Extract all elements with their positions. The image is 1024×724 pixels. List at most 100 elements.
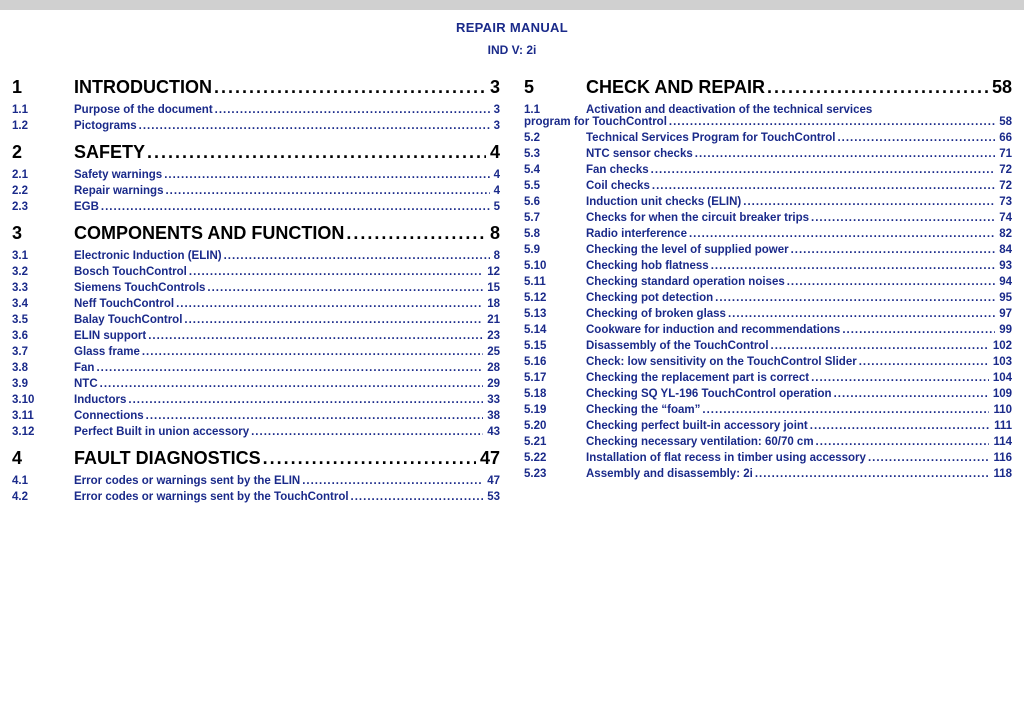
sub-number: 5.6 (524, 196, 586, 208)
sub-page: 94 (997, 276, 1012, 288)
toc-subsection: 3.5Balay TouchControl21 (12, 314, 500, 326)
leader-dots (816, 436, 990, 448)
sub-number: 3.7 (12, 346, 74, 358)
leader-dots (791, 244, 996, 256)
sub-number: 3.3 (12, 282, 74, 294)
sub-number: 5.19 (524, 404, 586, 416)
leader-dots (859, 356, 989, 368)
sub-number: 5.13 (524, 308, 586, 320)
sub-page: 5 (492, 201, 500, 213)
toc-subsection: 3.8Fan28 (12, 362, 500, 374)
sub-number: 3.1 (12, 250, 74, 262)
toc-subsection: 3.6ELIN support23 (12, 330, 500, 342)
leader-dots (711, 260, 996, 272)
toc-subsection: 3.4Neff TouchControl18 (12, 298, 500, 310)
sub-page: 3 (492, 104, 500, 116)
sub-page: 38 (485, 410, 500, 422)
sub-number: 5.7 (524, 212, 586, 224)
toc-subsection: 2.1Safety warnings4 (12, 169, 500, 181)
toc-subsection: 3.1Electronic Induction (ELIN) 8 (12, 250, 500, 262)
toc-section: 4FAULT DIAGNOSTICS47 (12, 448, 500, 469)
sub-number: 2.1 (12, 169, 74, 181)
sub-title: Connections (74, 410, 144, 422)
sub-number: 5.10 (524, 260, 586, 272)
sub-page: 104 (991, 372, 1012, 384)
leader-dots (148, 330, 483, 342)
toc-subsection: 5.14Cookware for induction and recommend… (524, 324, 1012, 336)
leader-dots (346, 223, 486, 244)
sub-title: Perfect Built in union accessory (74, 426, 249, 438)
leader-dots (139, 120, 490, 132)
leader-dots (302, 475, 483, 487)
top-bar (0, 0, 1024, 10)
sub-page: 71 (997, 148, 1012, 160)
leader-dots (715, 292, 995, 304)
sub-number: 5.12 (524, 292, 586, 304)
leader-dots (767, 77, 988, 98)
toc-subsection: 5.2Technical Services Program for TouchC… (524, 132, 1012, 144)
toc-section: 1INTRODUCTION3 (12, 77, 500, 98)
sub-page: 18 (485, 298, 500, 310)
leader-dots (810, 420, 990, 432)
toc-left-column: 1INTRODUCTION31.1Purpose of the document… (12, 67, 500, 507)
toc-subsection: 3.10Inductors33 (12, 394, 500, 406)
sub-number: 1.1 (524, 104, 586, 116)
leader-dots (165, 185, 489, 197)
section-page: 47 (478, 448, 500, 469)
sub-page: 8 (492, 250, 500, 262)
sub-number: 1.2 (12, 120, 74, 132)
sub-title: Checking perfect built-in accessory join… (586, 420, 808, 432)
sub-page: 103 (991, 356, 1012, 368)
toc-subsection: 5.12Checking pot detection95 (524, 292, 1012, 304)
sub-title: Technical Services Program for TouchCont… (586, 132, 835, 144)
sub-page: 47 (485, 475, 500, 487)
toc-subsection: 3.3Siemens TouchControls15 (12, 282, 500, 294)
toc-subsection: 4.1Error codes or warnings sent by the E… (12, 475, 500, 487)
toc-subsection: 2.3EGB5 (12, 201, 500, 213)
sub-number: 5.11 (524, 276, 586, 288)
section-title: INTRODUCTION (74, 77, 212, 98)
sub-title: Bosch TouchControl (74, 266, 187, 278)
sub-page: 102 (991, 340, 1012, 352)
toc-subsection: 5.7Checks for when the circuit breaker t… (524, 212, 1012, 224)
toc-subsection: 5.5Coil checks72 (524, 180, 1012, 192)
section-page: 8 (488, 223, 500, 244)
section-number: 1 (12, 77, 74, 98)
leader-dots (96, 362, 483, 374)
leader-dots (189, 266, 483, 278)
leader-dots (695, 148, 995, 160)
sub-title: Coil checks (586, 180, 650, 192)
leader-dots (351, 491, 484, 503)
sub-number: 3.8 (12, 362, 74, 374)
toc-subsection: 5.20Checking perfect built-in accessory … (524, 420, 1012, 432)
sub-page: 21 (485, 314, 500, 326)
leader-dots (207, 282, 483, 294)
sub-number: 5.8 (524, 228, 586, 240)
sub-page: 12 (485, 266, 500, 278)
sub-number: 3.4 (12, 298, 74, 310)
leader-dots (771, 340, 989, 352)
section-title: CHECK AND REPAIR (586, 77, 765, 98)
section-page: 58 (990, 77, 1012, 98)
section-page: 4 (488, 142, 500, 163)
toc-subsection: 5.4Fan checks72 (524, 164, 1012, 176)
sub-title: Checking the replacement part is correct (586, 372, 809, 384)
sub-title: Error codes or warnings sent by the Touc… (74, 491, 349, 503)
toc-subsection: 5.10Checking hob flatness93 (524, 260, 1012, 272)
sub-title: Checking SQ YL-196 TouchControl operatio… (586, 388, 832, 400)
toc-subsection: 5.6Induction unit checks (ELIN)73 (524, 196, 1012, 208)
toc-subsection: 5.18Checking SQ YL-196 TouchControl oper… (524, 388, 1012, 400)
sub-page: 116 (991, 452, 1012, 464)
sub-page: 82 (997, 228, 1012, 240)
sub-page: 73 (997, 196, 1012, 208)
leader-dots (787, 276, 995, 288)
page-header: REPAIR MANUAL IND V: 2i (0, 14, 1024, 67)
sub-number: 2.2 (12, 185, 74, 197)
toc-subsection: 5.8Radio interference82 (524, 228, 1012, 240)
sub-title: Disassembly of the TouchControl (586, 340, 769, 352)
sub-title: Electronic Induction (ELIN) (74, 250, 222, 262)
sub-title: Checking the level of supplied power (586, 244, 789, 256)
sub-number: 5.2 (524, 132, 586, 144)
sub-title: Pictograms (74, 120, 137, 132)
leader-dots (146, 410, 484, 422)
